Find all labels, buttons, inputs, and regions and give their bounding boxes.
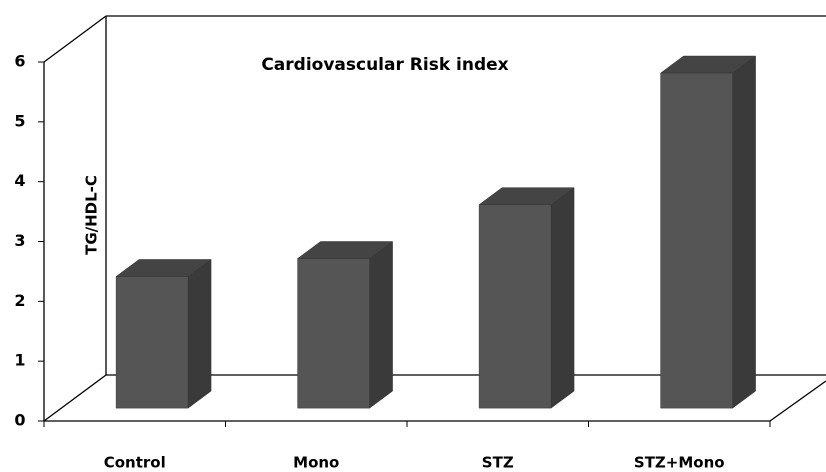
bar-side [369, 241, 393, 409]
x-tick-label: STZ [482, 454, 514, 472]
bar [296, 241, 394, 409]
bar [478, 187, 575, 409]
floor-edge [769, 380, 826, 422]
x-tick-label: Control [104, 454, 166, 472]
bar-side [550, 187, 575, 409]
y-tick-label: 2 [14, 291, 25, 310]
y-axis-label: TG/HDL-C [83, 175, 101, 255]
x-tick-label: Mono [293, 454, 339, 472]
y-tick-label: 5 [14, 111, 25, 130]
bar [659, 55, 757, 409]
wall-edge [43, 15, 107, 63]
floor-edge [43, 374, 107, 422]
y-tick-label: 0 [14, 411, 25, 430]
bar-front [115, 276, 189, 409]
x-tick-label: STZ+Mono [634, 454, 725, 472]
bar-side [187, 258, 212, 409]
y-tick-label: 1 [14, 351, 25, 370]
y-tick-label: 3 [14, 231, 25, 250]
chart-title: Cardiovascular Risk index [261, 55, 508, 75]
bar-front [478, 204, 552, 409]
y-tick-label: 4 [14, 171, 25, 190]
y-tick-label: 6 [14, 52, 25, 71]
bar [115, 258, 212, 409]
bar-front [297, 258, 370, 409]
bar-front [660, 72, 733, 409]
bar-side [732, 55, 756, 409]
